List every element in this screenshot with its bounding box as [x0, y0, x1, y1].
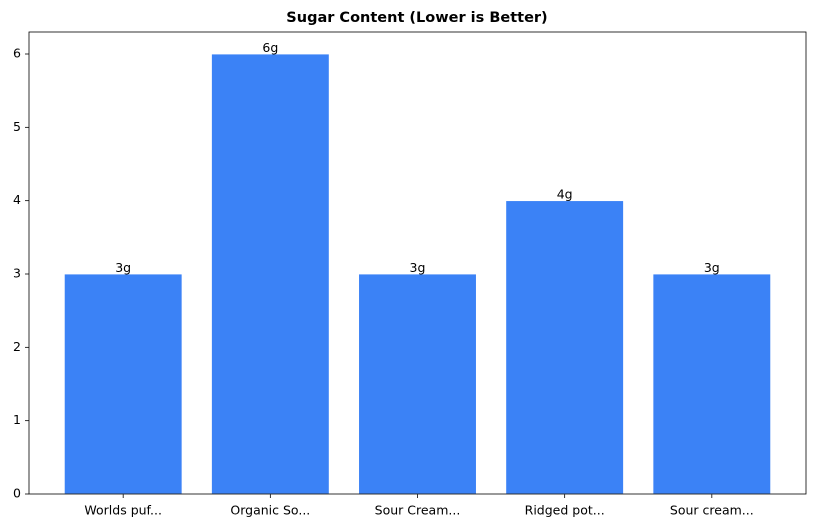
bar: [505, 200, 624, 495]
bar: [652, 273, 772, 495]
plot-frame: [28, 31, 807, 495]
x-tick-label: Ridged pot...: [525, 503, 605, 518]
chart-title: Sugar Content (Lower is Better): [286, 10, 547, 26]
y-tick-label: 3: [13, 266, 21, 281]
value-label: 4g: [557, 187, 573, 202]
bar: [211, 53, 330, 495]
y-tick-label: 6: [13, 46, 21, 61]
bar: [63, 273, 183, 495]
x-tick-label: Sour Cream...: [375, 503, 461, 518]
value-label: 3g: [115, 260, 131, 275]
y-tick-label: 0: [13, 486, 21, 501]
y-tick-label: 5: [13, 119, 21, 134]
bar: [358, 273, 477, 495]
y-tick-label: 4: [13, 192, 21, 207]
x-tick-label: Sour cream...: [670, 503, 754, 518]
x-tick-label: Worlds puf...: [84, 503, 162, 518]
value-label: 3g: [410, 260, 426, 275]
value-label: 3g: [704, 260, 720, 275]
y-tick-label: 1: [13, 412, 21, 427]
value-label: 6g: [262, 40, 278, 55]
x-tick-label: Organic So...: [230, 503, 310, 518]
y-tick-label: 2: [13, 339, 21, 354]
